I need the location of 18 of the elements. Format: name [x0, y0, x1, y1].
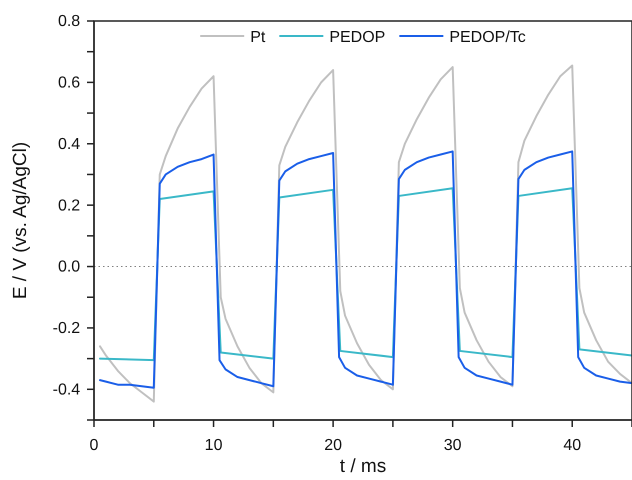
x-axis-title: t / ms — [340, 456, 386, 477]
x-tick-label: 10 — [204, 436, 223, 454]
y-tick-label: -0.2 — [52, 320, 80, 338]
y-tick-label: -0.4 — [52, 381, 80, 398]
x-tick-label: 20 — [324, 436, 342, 454]
y-tick-label: 0.0 — [58, 258, 80, 276]
legend-label: PEDOP — [329, 29, 386, 46]
y-tick-label: 0.4 — [58, 136, 80, 153]
x-tick-label: 0 — [90, 436, 99, 454]
y-tick-label: 0.2 — [58, 197, 80, 214]
x-tick-label: 30 — [444, 436, 462, 454]
legend-label: Pt — [250, 29, 266, 46]
legend-label: PEDOP/Tc — [449, 29, 526, 46]
y-tick-label: 0.6 — [58, 74, 80, 92]
x-tick-label: 40 — [563, 436, 582, 454]
line-series — [98, 150, 632, 389]
y-tick-label: 0.8 — [58, 13, 80, 30]
y-axis-title: E / V (vs. Ag/AgCl) — [10, 142, 31, 300]
